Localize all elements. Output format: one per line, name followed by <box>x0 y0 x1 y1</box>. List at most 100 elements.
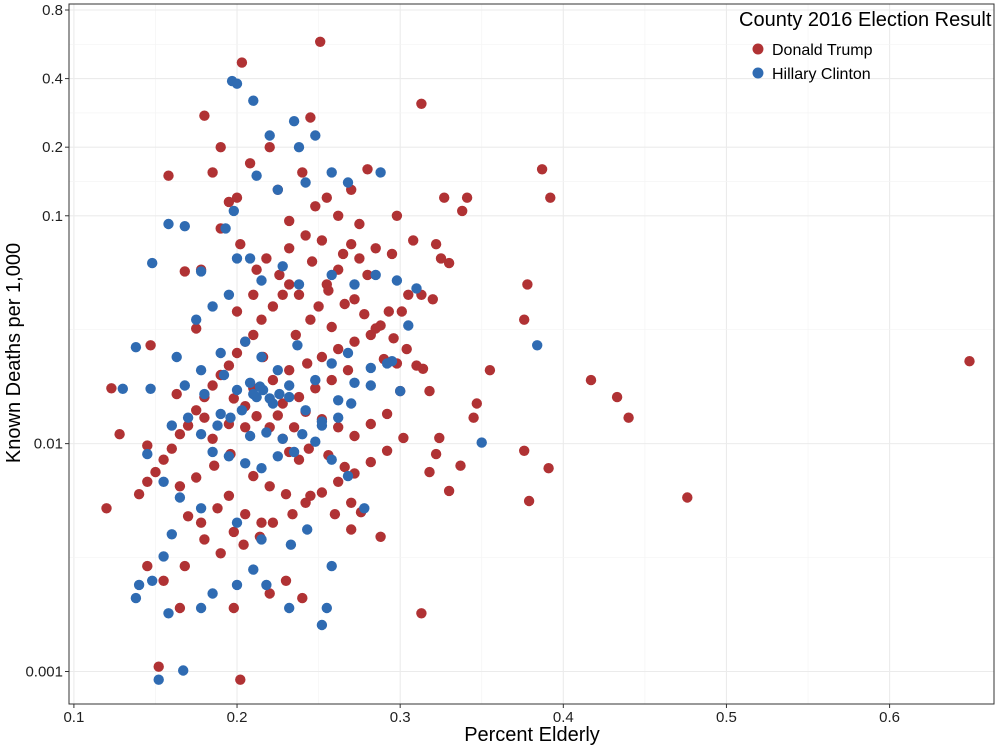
point-trump <box>484 365 496 376</box>
point-clinton <box>218 369 230 381</box>
plot-panel-border <box>68 3 995 705</box>
point-trump <box>158 454 169 465</box>
point-trump <box>310 383 321 394</box>
point-trump <box>424 385 435 397</box>
point-clinton <box>264 393 275 404</box>
point-clinton <box>231 517 243 528</box>
point-trump <box>293 454 305 465</box>
point-trump <box>182 420 194 431</box>
point-trump <box>284 365 295 376</box>
point-clinton <box>403 320 414 331</box>
point-clinton <box>251 170 262 181</box>
point-trump <box>411 360 422 371</box>
point-clinton <box>391 275 403 286</box>
point-trump <box>408 235 419 246</box>
point-clinton <box>231 253 243 264</box>
point-trump <box>240 509 251 520</box>
point-trump <box>228 602 239 614</box>
point-trump <box>287 509 298 520</box>
point-clinton <box>284 391 295 403</box>
point-trump <box>195 517 207 528</box>
point-trump <box>468 412 479 423</box>
point-trump <box>365 329 376 341</box>
point-trump <box>240 422 251 433</box>
point-clinton <box>147 575 158 586</box>
legend-marker-clinton <box>752 67 764 79</box>
point-trump <box>305 490 316 501</box>
point-trump <box>321 192 332 203</box>
point-trump <box>326 321 337 333</box>
point-clinton <box>261 579 272 591</box>
point-trump <box>297 167 308 178</box>
point-clinton <box>277 261 288 272</box>
point-clinton <box>342 470 354 482</box>
point-clinton <box>166 420 177 431</box>
point-clinton <box>297 429 308 440</box>
point-clinton <box>130 342 142 353</box>
point-clinton <box>264 130 275 141</box>
point-trump <box>315 36 326 47</box>
point-trump <box>248 470 259 482</box>
point-clinton <box>346 398 357 409</box>
point-clinton <box>117 383 128 394</box>
point-trump <box>133 489 145 500</box>
y-tick-label: 0.4 <box>42 71 63 88</box>
point-clinton <box>326 167 337 178</box>
point-trump <box>223 490 235 501</box>
point-clinton <box>342 347 354 359</box>
point-clinton <box>411 283 422 294</box>
point-trump <box>207 380 218 391</box>
point-clinton <box>248 388 259 400</box>
point-trump <box>455 460 466 471</box>
x-tick-label: 0.1 <box>63 709 84 726</box>
point-clinton <box>370 269 381 281</box>
point-trump <box>166 443 177 454</box>
point-clinton <box>326 269 337 281</box>
point-clinton <box>179 380 190 391</box>
point-trump <box>339 461 350 473</box>
point-trump <box>430 448 442 460</box>
point-trump <box>427 294 438 305</box>
point-trump <box>536 164 548 175</box>
point-clinton <box>231 384 243 396</box>
point-clinton <box>215 347 226 359</box>
point-clinton <box>272 365 283 376</box>
point-trump <box>300 230 311 241</box>
point-clinton <box>256 463 267 474</box>
point-trump <box>207 433 218 444</box>
point-trump <box>545 192 556 203</box>
point-trump <box>443 485 455 497</box>
point-trump <box>248 329 259 341</box>
point-trump <box>223 360 235 371</box>
point-trump <box>142 476 153 487</box>
y-axis-title: Known Deaths per 1,000 <box>3 243 25 463</box>
point-trump <box>256 517 267 528</box>
point-trump <box>381 445 393 456</box>
point-trump <box>264 142 275 153</box>
point-trump <box>365 418 376 430</box>
point-clinton <box>476 437 487 448</box>
point-clinton <box>349 377 360 388</box>
legend-label-clinton: Hillary Clinton <box>772 66 871 83</box>
point-trump <box>228 526 239 538</box>
point-trump <box>519 314 530 325</box>
point-clinton <box>244 253 256 264</box>
point-clinton <box>272 184 283 195</box>
point-trump <box>543 463 554 474</box>
point-clinton <box>174 492 186 503</box>
point-trump <box>362 269 373 281</box>
point-trump <box>523 495 535 507</box>
point-trump <box>290 329 301 341</box>
point-trump <box>174 429 186 440</box>
point-clinton <box>191 314 202 325</box>
point-clinton <box>310 436 321 447</box>
point-trump <box>611 391 623 403</box>
point-clinton <box>365 362 376 374</box>
point-trump <box>215 548 226 559</box>
point-clinton <box>240 336 251 347</box>
point-trump <box>228 393 239 404</box>
point-trump <box>682 492 693 503</box>
point-trump <box>310 201 321 212</box>
point-trump <box>522 279 533 290</box>
point-clinton <box>261 427 272 438</box>
